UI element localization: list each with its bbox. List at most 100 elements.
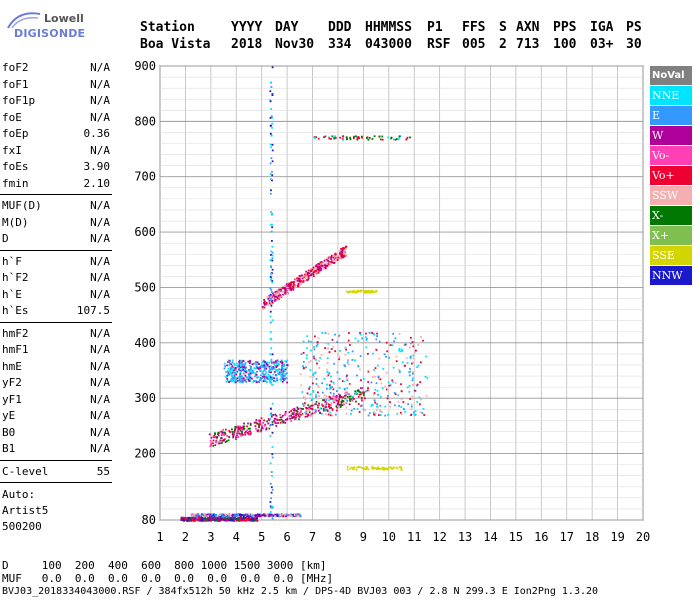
data-point bbox=[273, 419, 275, 422]
data-point bbox=[269, 293, 272, 296]
param-name: B1 bbox=[2, 442, 16, 455]
data-point bbox=[286, 418, 289, 421]
data-point bbox=[297, 407, 300, 410]
data-point bbox=[271, 143, 274, 146]
data-point bbox=[253, 371, 255, 374]
data-point bbox=[379, 409, 382, 411]
data-point bbox=[313, 372, 315, 375]
data-point bbox=[337, 405, 339, 408]
data-point bbox=[191, 519, 194, 522]
data-point bbox=[280, 359, 283, 362]
data-point bbox=[300, 384, 303, 387]
data-point bbox=[305, 270, 308, 273]
data-point bbox=[228, 373, 231, 376]
data-point bbox=[271, 423, 274, 426]
data-point bbox=[231, 513, 234, 516]
data-point bbox=[269, 315, 272, 318]
data-point bbox=[323, 399, 325, 401]
data-point bbox=[218, 441, 221, 443]
data-point bbox=[269, 287, 272, 290]
data-point bbox=[325, 259, 328, 261]
data-point bbox=[281, 380, 284, 383]
data-point bbox=[377, 375, 380, 378]
data-point bbox=[223, 432, 225, 435]
data-point bbox=[327, 413, 330, 416]
data-point bbox=[263, 379, 266, 381]
data-point bbox=[207, 518, 209, 521]
data-point bbox=[351, 350, 354, 353]
data-point bbox=[300, 414, 302, 416]
data-point bbox=[321, 332, 324, 334]
footer-muf-row: MUF 0.0 0.0 0.0 0.0 0.0 0.0 0.0 0.0 [MHz… bbox=[2, 572, 334, 585]
data-point bbox=[269, 368, 271, 370]
data-point bbox=[361, 399, 363, 402]
param-row: D N/A bbox=[0, 231, 112, 248]
data-point bbox=[409, 346, 411, 349]
data-point bbox=[207, 519, 209, 522]
data-point bbox=[240, 426, 243, 429]
data-point bbox=[298, 275, 301, 277]
data-point bbox=[265, 376, 268, 379]
data-point bbox=[352, 395, 354, 398]
data-point bbox=[410, 403, 413, 406]
header-value: RSF bbox=[427, 37, 451, 52]
data-point bbox=[224, 515, 227, 518]
data-point bbox=[258, 420, 261, 422]
data-point bbox=[280, 374, 282, 377]
data-point bbox=[331, 409, 334, 411]
data-point bbox=[271, 245, 274, 248]
data-point bbox=[279, 416, 282, 419]
legend-item: NNE bbox=[650, 86, 692, 106]
data-point bbox=[334, 253, 337, 255]
data-point bbox=[233, 518, 236, 521]
data-point bbox=[312, 391, 315, 393]
data-point bbox=[259, 421, 261, 424]
data-point bbox=[355, 468, 358, 471]
data-point bbox=[409, 355, 412, 358]
data-point bbox=[271, 446, 274, 448]
data-point bbox=[310, 340, 313, 343]
data-point bbox=[269, 90, 272, 93]
data-point bbox=[219, 516, 221, 519]
data-point bbox=[252, 520, 255, 522]
data-point bbox=[292, 281, 294, 283]
data-point bbox=[409, 357, 412, 359]
data-point bbox=[268, 365, 271, 368]
data-point bbox=[317, 386, 320, 388]
data-point bbox=[217, 433, 219, 436]
data-point bbox=[276, 514, 279, 517]
data-point bbox=[338, 406, 340, 409]
x-tick-label: 8 bbox=[334, 530, 341, 544]
data-point bbox=[215, 436, 218, 439]
data-point bbox=[194, 519, 197, 522]
data-point bbox=[231, 369, 233, 372]
data-point bbox=[271, 300, 273, 302]
data-point bbox=[403, 408, 405, 410]
data-point bbox=[243, 369, 246, 372]
data-point bbox=[375, 467, 378, 470]
data-point bbox=[312, 355, 315, 358]
data-point bbox=[386, 468, 389, 471]
data-point bbox=[336, 253, 338, 256]
data-point bbox=[259, 423, 261, 426]
header-values: Boa Vista 2018 Nov30 334 043000 RSF 005 … bbox=[140, 37, 642, 232]
data-point bbox=[240, 374, 242, 377]
data-point bbox=[340, 249, 342, 252]
data-point bbox=[299, 407, 302, 410]
data-point bbox=[245, 517, 248, 520]
data-point bbox=[282, 287, 285, 290]
data-point bbox=[379, 378, 382, 381]
data-point bbox=[420, 397, 422, 400]
param-value: N/A bbox=[90, 232, 110, 245]
data-point bbox=[243, 365, 246, 367]
data-point bbox=[293, 279, 296, 282]
data-point bbox=[305, 412, 308, 415]
data-point bbox=[333, 362, 336, 365]
data-point bbox=[373, 333, 375, 336]
data-point bbox=[209, 444, 212, 447]
param-name: fmin bbox=[2, 176, 29, 190]
header-value: Boa Vista bbox=[140, 37, 211, 52]
data-point bbox=[279, 372, 282, 375]
data-point bbox=[394, 382, 397, 384]
data-point bbox=[270, 230, 273, 233]
